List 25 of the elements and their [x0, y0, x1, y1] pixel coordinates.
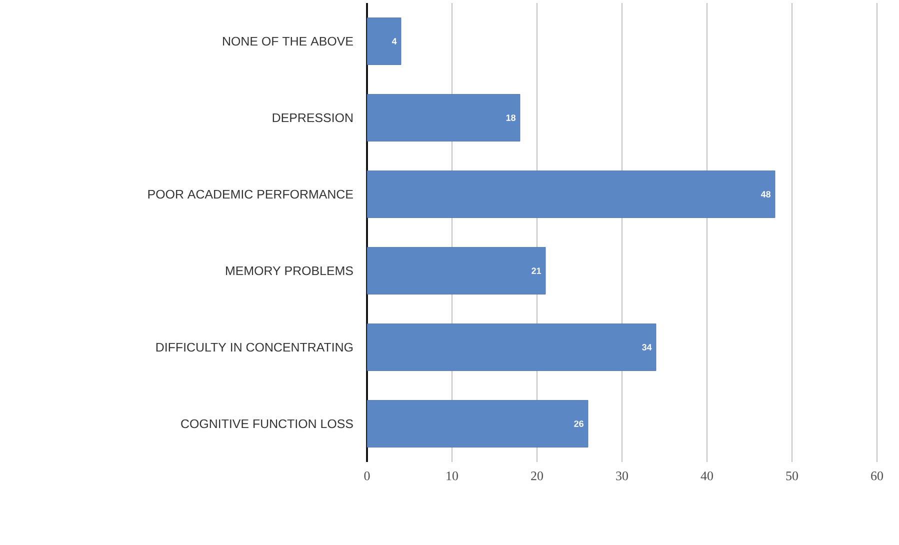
x-tick-label: 20: [531, 472, 543, 480]
y-tick-label: MEMORY PROBLEMS: [226, 266, 353, 276]
bar: [367, 324, 656, 371]
bar: [367, 400, 588, 448]
x-tick-label: 50: [786, 472, 798, 480]
y-tick-label: POOR ACADEMIC PERFORMANCE: [148, 190, 353, 199]
bar: [367, 18, 402, 65]
y-tick-label: DIFFICULTY IN CONCENTRATING: [156, 342, 353, 352]
y-tick-label: NONE OF THE ABOVE: [223, 36, 353, 46]
y-tick-label: COGNITIVE FUNCTION LOSS: [181, 419, 353, 428]
data-label: 34: [642, 344, 652, 350]
data-label: 4: [392, 38, 397, 44]
x-tick-label: 30: [616, 472, 628, 480]
data-label: 18: [506, 114, 516, 121]
x-tick-label: 40: [700, 472, 713, 480]
bar: [367, 94, 520, 142]
bar: [367, 247, 546, 294]
bar: [367, 170, 776, 218]
x-tick-label: 60: [871, 472, 883, 480]
x-tick-label: 0: [364, 472, 370, 480]
x-tick-label: 10: [446, 472, 458, 480]
data-label: 26: [574, 420, 584, 427]
data-label: 21: [532, 268, 542, 274]
data-label: 48: [760, 191, 771, 198]
y-tick-label: DEPRESSION: [272, 113, 352, 122]
